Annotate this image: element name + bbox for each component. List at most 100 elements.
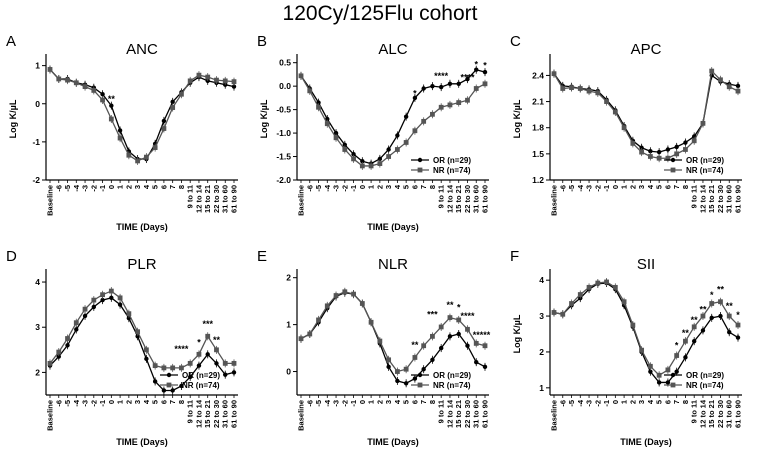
data-point xyxy=(196,72,202,78)
x-tick-label: 22 to 30 xyxy=(463,400,472,428)
data-point xyxy=(135,158,141,164)
x-tick-label: Baseline xyxy=(46,400,55,431)
data-point xyxy=(648,149,653,154)
data-point xyxy=(214,347,219,353)
data-point xyxy=(438,345,444,351)
data-point xyxy=(482,81,488,87)
data-point xyxy=(656,380,662,385)
x-axis-label: TIME (Days) xyxy=(367,437,419,447)
y-axis-label: Log K/µL xyxy=(512,99,522,138)
data-point xyxy=(465,76,470,82)
data-point xyxy=(438,324,444,330)
data-point xyxy=(187,374,193,380)
y-tick-label: 0.0 xyxy=(279,81,291,91)
data-point xyxy=(683,147,688,152)
data-point xyxy=(691,324,697,330)
data-point xyxy=(109,295,114,301)
data-point xyxy=(56,354,61,359)
legend-marker xyxy=(670,372,676,378)
data-point xyxy=(421,118,427,124)
data-point xyxy=(421,343,427,349)
data-point xyxy=(65,336,70,341)
x-tick-label: -1 xyxy=(98,185,107,192)
data-point xyxy=(196,363,202,368)
significance-label: ** xyxy=(108,94,116,104)
data-point xyxy=(665,380,671,385)
data-point xyxy=(403,140,409,145)
significance-label: ** xyxy=(411,340,419,350)
data-point xyxy=(222,78,228,84)
data-point xyxy=(595,90,601,96)
data-point xyxy=(222,360,228,366)
significance-label: * xyxy=(736,310,740,320)
data-point xyxy=(325,116,330,122)
data-point xyxy=(386,364,391,370)
significance-label: *** xyxy=(427,310,438,320)
x-tick-label: 8 xyxy=(428,185,437,189)
x-tick-label: Baseline xyxy=(297,185,306,216)
data-point xyxy=(377,156,383,162)
x-tick-label: 61 to 90 xyxy=(481,400,490,428)
x-tick-label: 2 xyxy=(628,185,637,189)
x-tick-label: -4 xyxy=(576,399,585,406)
chart-title: ALC xyxy=(378,41,407,58)
x-tick-label: 2 xyxy=(375,400,384,404)
data-point xyxy=(179,383,184,389)
x-tick-label: -4 xyxy=(72,184,81,191)
data-point xyxy=(621,299,627,305)
data-point xyxy=(161,388,167,393)
x-tick-label: 1 xyxy=(116,400,125,404)
data-point xyxy=(360,159,365,164)
data-point xyxy=(595,280,601,286)
panel-letter: F xyxy=(510,248,519,265)
chart-title: PLR xyxy=(127,256,156,273)
data-point xyxy=(465,343,470,348)
data-point xyxy=(214,361,219,366)
data-point xyxy=(298,73,304,79)
data-point xyxy=(108,288,114,294)
legend-marker xyxy=(417,382,423,388)
x-tick-label: -5 xyxy=(63,400,72,407)
data-point xyxy=(359,163,365,169)
x-tick-label: 15 to 21 xyxy=(454,400,463,428)
y-tick-label: 1 xyxy=(539,383,544,393)
data-point xyxy=(735,322,741,328)
data-point xyxy=(56,349,62,355)
x-tick-label: 12 to 14 xyxy=(445,399,454,428)
data-point xyxy=(474,67,479,72)
data-point xyxy=(639,145,644,150)
x-tick-label: -2 xyxy=(593,400,602,407)
data-point xyxy=(456,81,461,87)
y-tick-label: 1.5 xyxy=(532,149,544,159)
x-tick-label: -5 xyxy=(63,185,72,192)
x-tick-label: 1 xyxy=(116,185,125,189)
x-tick-label: 61 to 90 xyxy=(230,400,239,428)
x-tick-label: 12 to 14 xyxy=(445,184,454,213)
legend-marker xyxy=(166,382,172,388)
data-point xyxy=(465,326,470,332)
data-point xyxy=(386,147,391,152)
data-point xyxy=(108,116,114,122)
x-tick-label: Baseline xyxy=(297,400,306,431)
chart-title: SII xyxy=(637,256,655,273)
x-tick-label: 15 to 21 xyxy=(707,400,716,428)
y-tick-label: 1.8 xyxy=(532,123,544,133)
data-point xyxy=(333,293,339,298)
x-tick-label: 5 xyxy=(151,400,160,404)
significance-label: **** xyxy=(460,73,475,83)
x-tick-label: 0 xyxy=(358,185,367,189)
data-point xyxy=(368,163,374,169)
data-point xyxy=(709,68,715,74)
significance-label: ** xyxy=(213,335,221,345)
x-tick-label: 1 xyxy=(620,400,629,404)
series-line xyxy=(300,291,486,373)
data-point xyxy=(117,135,123,141)
x-tick-label: 3 xyxy=(384,185,393,189)
data-point xyxy=(47,360,53,366)
data-point xyxy=(447,81,453,87)
significance-label: ** xyxy=(726,301,734,311)
significance-label: **** xyxy=(174,344,189,354)
x-tick-label: -2 xyxy=(340,185,349,192)
y-tick-label: -2.0 xyxy=(276,175,291,185)
